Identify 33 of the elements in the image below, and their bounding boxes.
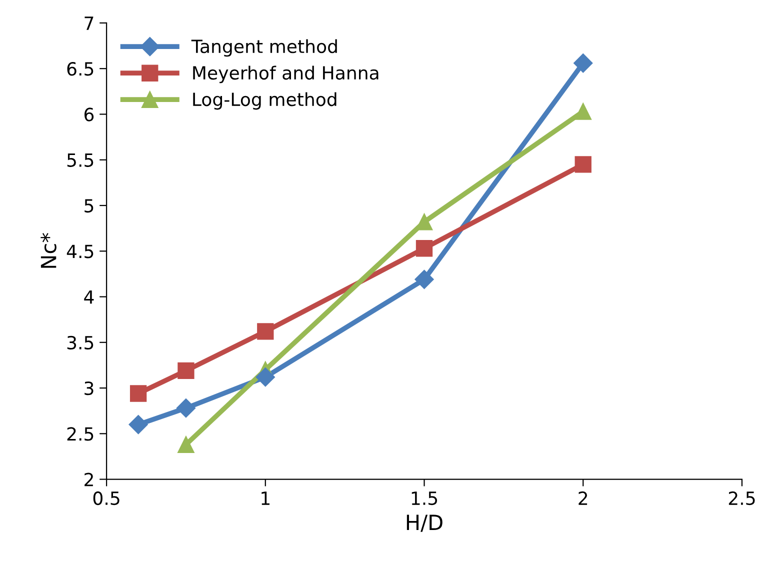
y-tick-label: 6 [84,108,94,122]
point [257,323,274,340]
x-tick-label: 0.5 [93,491,120,506]
legend-label: Tangent method [191,39,337,57]
y-axis-title: Nc* [40,233,56,268]
legend-label: Log-Log method [193,92,336,110]
point [416,240,433,257]
y-tick-label: 3.5 [67,336,94,350]
y-tick-label: 5.5 [67,154,94,167]
point [574,103,592,120]
point [130,385,147,402]
point [414,270,434,289]
point [574,54,593,73]
y-tick-label: 5 [84,199,94,213]
x-tick-label: 1.5 [412,492,438,506]
x-tick-label: 2 [578,491,588,505]
y-tick-label: 2.5 [67,427,94,441]
x-tick-label: 2.5 [728,491,755,506]
point [574,156,592,173]
x-axis-title: H/D [406,514,442,532]
y-tick-label: 3 [84,381,94,396]
y-tick-label: 2 [84,472,93,486]
x-tick-label: 1 [262,492,270,505]
point [256,368,275,387]
point [178,362,194,380]
y-tick-label: 4.5 [66,244,94,258]
y-tick-label: 6.5 [67,62,94,76]
legend-label: Meyerhof and Hanna [193,66,378,84]
point [176,398,196,418]
y-tick-label: 7 [84,16,94,30]
point [128,414,148,434]
y-tick-label: 4 [84,290,94,304]
point [178,436,194,453]
